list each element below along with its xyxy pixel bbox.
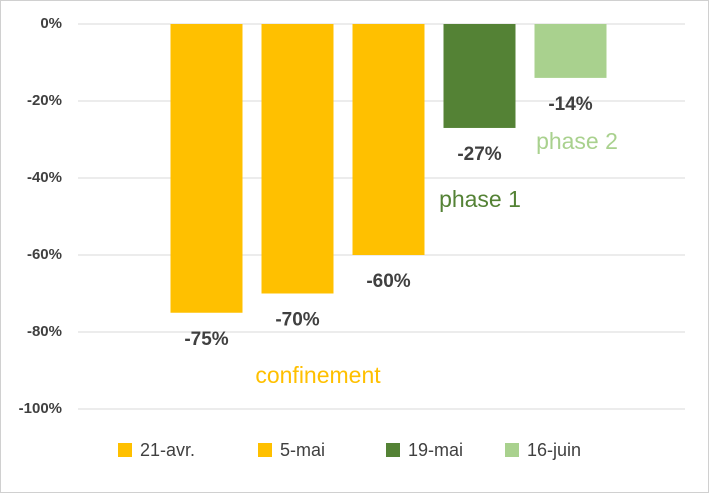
bar bbox=[261, 24, 334, 294]
value-label: -60% bbox=[366, 271, 410, 292]
legend-swatch bbox=[258, 443, 272, 457]
y-tick-label: 0% bbox=[40, 15, 62, 32]
bar bbox=[443, 24, 516, 128]
value-label: -75% bbox=[184, 329, 228, 350]
legend-swatch bbox=[505, 443, 519, 457]
value-label: -27% bbox=[457, 144, 501, 165]
legend-label: 19-mai bbox=[408, 440, 463, 460]
y-tick-label: -40% bbox=[27, 169, 62, 186]
legend-swatch bbox=[386, 443, 400, 457]
bar bbox=[534, 24, 607, 78]
y-tick-label: -20% bbox=[27, 92, 62, 109]
y-tick-label: -80% bbox=[27, 323, 62, 340]
bar bbox=[352, 24, 425, 255]
annotation: phase 2 bbox=[536, 128, 618, 154]
y-tick-label: -100% bbox=[19, 400, 62, 417]
value-label: -14% bbox=[548, 94, 592, 115]
value-label: -70% bbox=[275, 310, 319, 331]
y-tick-label: -60% bbox=[27, 246, 62, 263]
legend-swatch bbox=[118, 443, 132, 457]
bar bbox=[170, 24, 243, 313]
annotation: confinement bbox=[255, 362, 381, 388]
legend-label: 5-mai bbox=[280, 440, 325, 460]
annotation: phase 1 bbox=[439, 186, 521, 212]
legend-label: 21-avr. bbox=[140, 440, 195, 460]
legend-label: 16-juin bbox=[527, 440, 581, 460]
